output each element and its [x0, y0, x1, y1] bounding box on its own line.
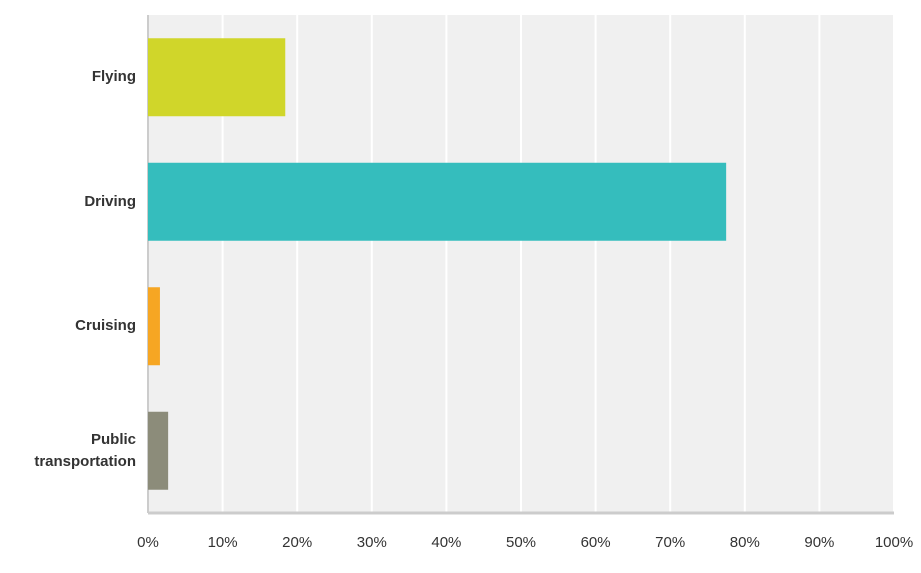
- y-tick-label: Public transportation: [34, 430, 136, 470]
- x-tick-label: 100%: [875, 534, 913, 551]
- y-tick-label: Flying: [91, 68, 136, 86]
- y-tick-label: Driving: [84, 192, 136, 210]
- x-tick-label: 80%: [730, 534, 760, 551]
- x-tick-label: 90%: [804, 534, 834, 551]
- x-tick-label: 0%: [137, 534, 159, 551]
- x-tick-label: 30%: [357, 534, 387, 551]
- y-tick-label: Cruising: [75, 317, 136, 335]
- bar: [148, 162, 727, 241]
- x-tick-label: 40%: [431, 534, 461, 551]
- x-tick-label: 10%: [208, 534, 238, 551]
- x-tick-label: 70%: [655, 534, 685, 551]
- bar: [148, 411, 169, 490]
- x-tick-label: 20%: [282, 534, 312, 551]
- bar: [148, 38, 286, 117]
- x-tick-label: 60%: [581, 534, 611, 551]
- bar: [148, 287, 160, 366]
- x-tick-label: 50%: [506, 534, 536, 551]
